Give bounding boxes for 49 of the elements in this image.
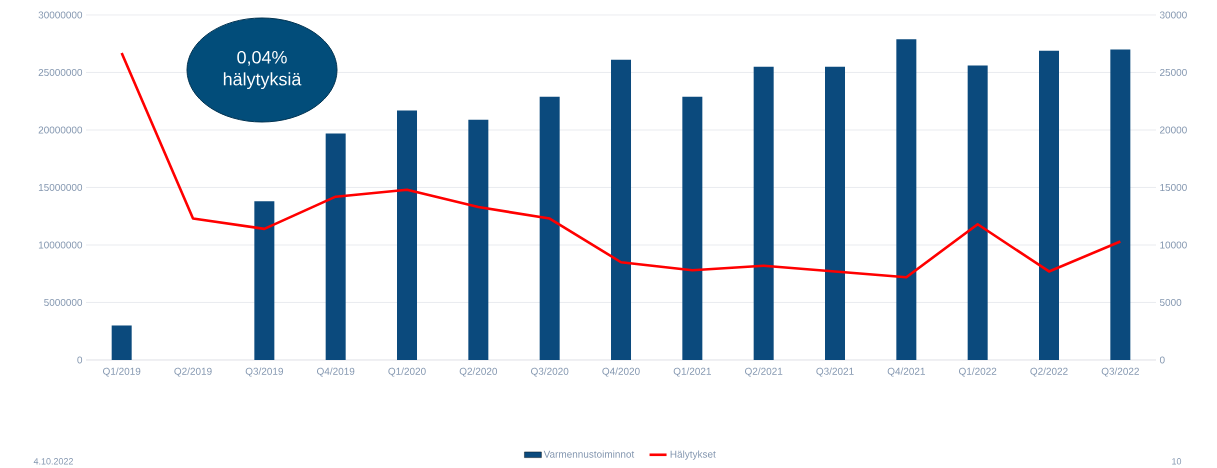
bar	[539, 96, 560, 360]
y2-tick-label: 5000	[1159, 298, 1182, 307]
y2-tick-label: 30000	[1159, 11, 1187, 19]
bar	[111, 325, 132, 360]
bar	[611, 59, 632, 360]
text: 10	[1172, 458, 1182, 465]
y2-tick-label: 0	[1159, 356, 1165, 364]
bar	[682, 96, 703, 360]
bar	[325, 133, 346, 360]
annotation: 0,04% hälytyksiä	[223, 50, 302, 90]
x-tick-label: Q2/2020	[459, 367, 498, 377]
x-tick-label: Q1/2022	[959, 367, 997, 377]
legend-label: Varmennustoiminnot	[543, 450, 635, 458]
x-tick-label: Q1/2019	[103, 367, 141, 377]
x-tick-label: Q4/2019	[317, 367, 355, 377]
bar	[896, 39, 917, 360]
x-tick-label: Q1/2020	[388, 367, 426, 377]
bar	[1110, 49, 1131, 360]
bar	[1039, 50, 1060, 360]
bar	[967, 65, 988, 360]
x-tick-label: Q2/2019	[174, 367, 212, 377]
bar	[397, 110, 418, 360]
x-tick-label: Q2/2022	[1030, 367, 1068, 377]
bar	[254, 201, 275, 360]
y-tick-label: 0	[77, 356, 83, 364]
y2-tick-label: 25000	[1160, 68, 1187, 77]
bar	[468, 119, 489, 360]
y-tick-label: 30000000	[38, 11, 83, 19]
text: 4.10.2022	[33, 458, 73, 465]
x-tick-label: Q3/2022	[1101, 367, 1139, 377]
x-tick-label: Q3/2019	[245, 367, 283, 377]
x-tick-label: Q1/2021	[673, 367, 711, 377]
y2-tick-label: 15000	[1160, 183, 1187, 192]
x-tick-label: Q3/2020	[531, 367, 569, 377]
x-tick-label: Q4/2021	[887, 367, 925, 377]
y2-tick-label: 20000	[1160, 126, 1187, 134]
y-tick-label: 15000000	[38, 183, 83, 192]
y-tick-label: 25000000	[38, 68, 83, 77]
legend-label: Hälytykset	[670, 450, 716, 460]
y-tick-label: 10000000	[38, 241, 83, 249]
y2-tick-label: 10000	[1160, 241, 1187, 249]
x-tick-label: Q4/2020	[602, 367, 640, 377]
x-tick-label: Q2/2021	[745, 367, 783, 377]
bar	[825, 66, 846, 360]
y-tick-label: 5000000	[44, 298, 83, 307]
bar	[753, 66, 774, 360]
y-tick-label: 20000000	[38, 126, 83, 134]
line-series	[120, 51, 1122, 279]
x-tick-label: Q3/2021	[816, 367, 854, 377]
